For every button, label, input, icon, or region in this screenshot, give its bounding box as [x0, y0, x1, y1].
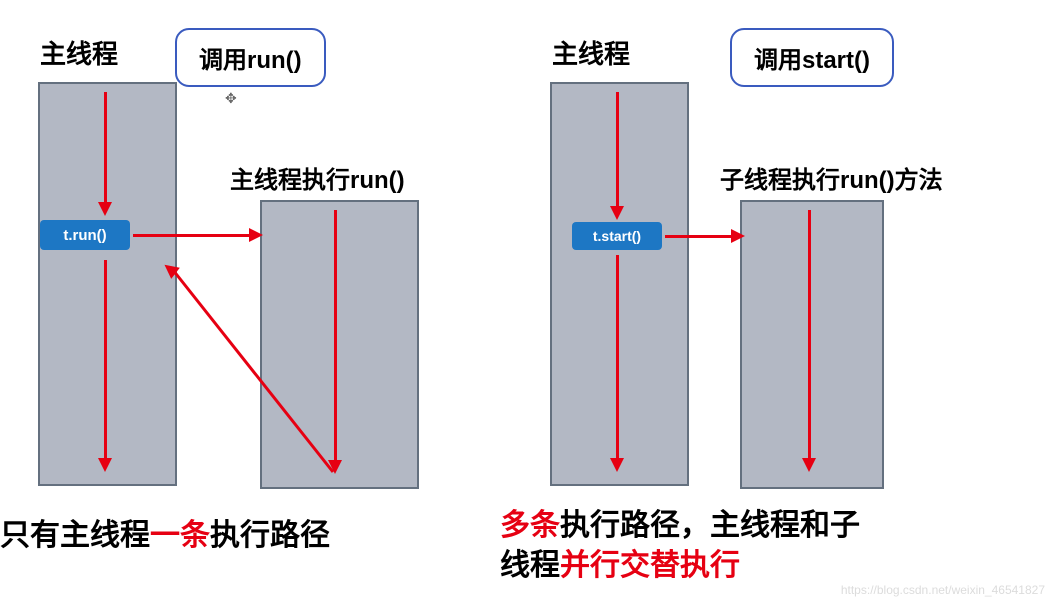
left-main-thread-box	[38, 82, 177, 486]
watermark-text: https://blog.csdn.net/weixin_46541827	[841, 583, 1045, 597]
left-arrow-main-bottom-head	[98, 458, 112, 472]
right-main-thread-label: 主线程	[552, 34, 630, 71]
left-call-badge: t.run()	[40, 220, 130, 250]
left-arrow-main-bottom	[104, 260, 107, 460]
left-arrow-sub-down	[334, 210, 337, 462]
left-sub-label: 主线程执行run()	[230, 160, 405, 195]
left-arrow-sub-down-head	[328, 460, 342, 474]
left-main-thread-label: 主线程	[40, 34, 118, 71]
left-caption-part2: 一条	[150, 519, 210, 552]
right-sub-label: 子线程执行run()方法	[720, 160, 943, 195]
right-caption2-part2: 并行交替执行	[560, 549, 740, 582]
left-arrow-to-sub-head	[249, 228, 263, 242]
right-arrow-sub-down-head	[802, 458, 816, 472]
left-sub-thread-box	[260, 200, 419, 489]
right-arrow-main-top	[616, 92, 619, 208]
right-caption-line2: 线程并行交替执行	[500, 540, 740, 584]
left-title-badge: 调用run()	[175, 28, 326, 87]
right-arrow-to-sub-head	[731, 229, 745, 243]
right-caption-line1: 多条执行路径，主线程和子	[500, 500, 860, 544]
right-sub-thread-box	[740, 200, 884, 489]
left-arrow-main-top-head	[98, 202, 112, 216]
right-caption2-part1: 线程	[500, 549, 560, 582]
right-caption1-part2: 执行路径，主线程和子	[560, 509, 860, 542]
right-title-badge-text: 调用start()	[754, 47, 870, 74]
right-main-thread-box	[550, 82, 689, 486]
right-arrow-main-bottom-head	[610, 458, 624, 472]
right-caption1-part1: 多条	[500, 509, 560, 542]
left-arrow-to-sub	[133, 234, 251, 237]
right-arrow-main-bottom	[616, 255, 619, 460]
right-arrow-main-top-head	[610, 206, 624, 220]
left-caption-part3: 执行路径	[210, 519, 330, 552]
right-arrow-to-sub	[665, 235, 733, 238]
left-caption: 只有主线程一条执行路径	[0, 510, 330, 554]
right-arrow-sub-down	[808, 210, 811, 460]
left-caption-part1: 只有主线程	[0, 519, 150, 552]
cursor-icon: ✥	[225, 90, 237, 107]
left-arrow-main-top	[104, 92, 107, 204]
left-title-badge-text: 调用run()	[199, 47, 302, 74]
right-title-badge: 调用start()	[730, 28, 894, 87]
right-call-badge: t.start()	[572, 222, 662, 250]
